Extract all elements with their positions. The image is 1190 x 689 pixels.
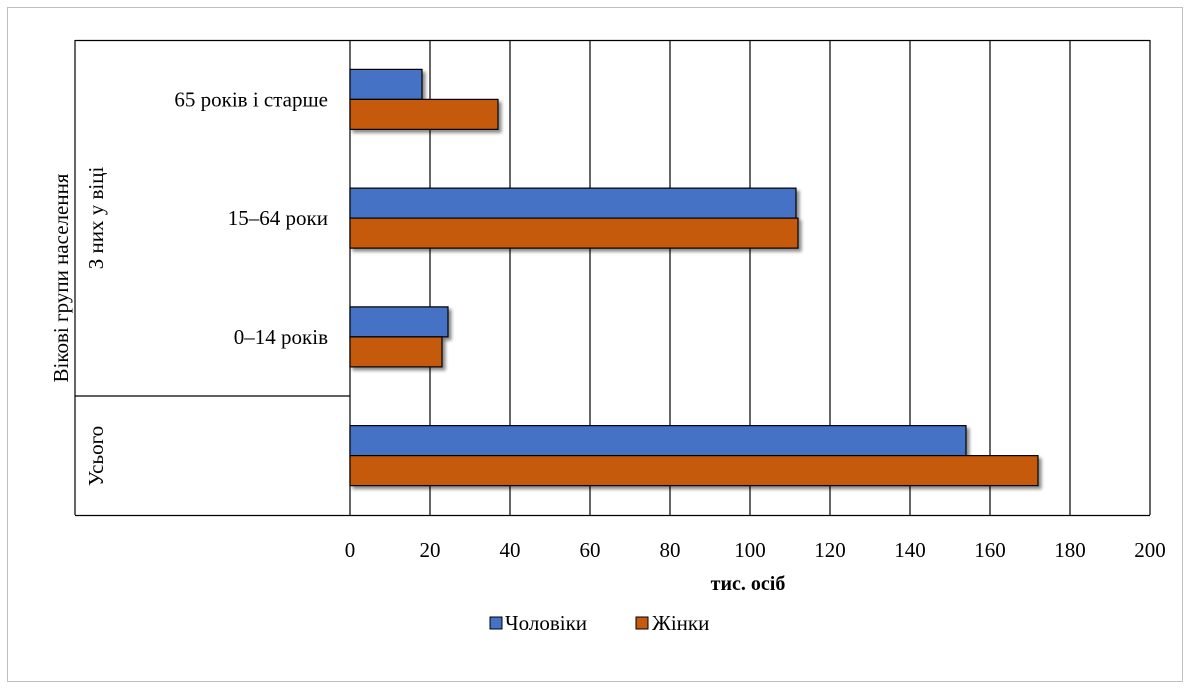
x-tick-label: 200 (1134, 538, 1166, 562)
x-tick-label: 100 (734, 538, 766, 562)
bar-women (349, 217, 799, 249)
x-tick-labels: 0 20 40 60 80 100 120 140 160 180 200 (345, 538, 1166, 562)
legend-label: Жінки (652, 611, 709, 635)
category-label: 65 років і старше (174, 87, 328, 111)
legend-swatch (489, 616, 503, 630)
x-tick-label: 80 (660, 538, 681, 562)
category-label: 0–14 років (234, 325, 328, 349)
category-labels: 0–14 років 15–64 роки 65 років і старше (174, 87, 328, 349)
x-tick-label: 60 (580, 538, 601, 562)
category-label: 15–64 роки (228, 206, 328, 230)
legend-label: Чоловіки (505, 611, 587, 635)
x-tick-label: 40 (500, 538, 521, 562)
bar-men (349, 425, 967, 457)
chart-border (7, 7, 1183, 682)
x-tick-label: 120 (814, 538, 846, 562)
bar-men (349, 68, 423, 100)
group-label-total: Усього (84, 426, 108, 486)
x-tick-label: 160 (974, 538, 1006, 562)
x-tick-label: 20 (420, 538, 441, 562)
bars (349, 68, 1039, 487)
x-axis-title: тис. осіб (711, 573, 786, 595)
legend: Чоловіки Жінки (489, 611, 709, 635)
x-tick-label: 0 (345, 538, 356, 562)
bar-women (349, 336, 443, 368)
bar-women (349, 98, 499, 130)
bar-men (349, 187, 797, 219)
bar-women (349, 455, 1039, 487)
y-axis-title-group: Вікові групи населення З них у віці Усього (49, 167, 108, 487)
x-tick-label: 180 (1054, 538, 1086, 562)
group-label-subset: З них у віці (84, 167, 108, 270)
bar-men (349, 306, 449, 338)
y-axis-title: Вікові групи населення (49, 173, 73, 382)
x-tick-label: 140 (894, 538, 926, 562)
legend-swatch (635, 616, 649, 630)
